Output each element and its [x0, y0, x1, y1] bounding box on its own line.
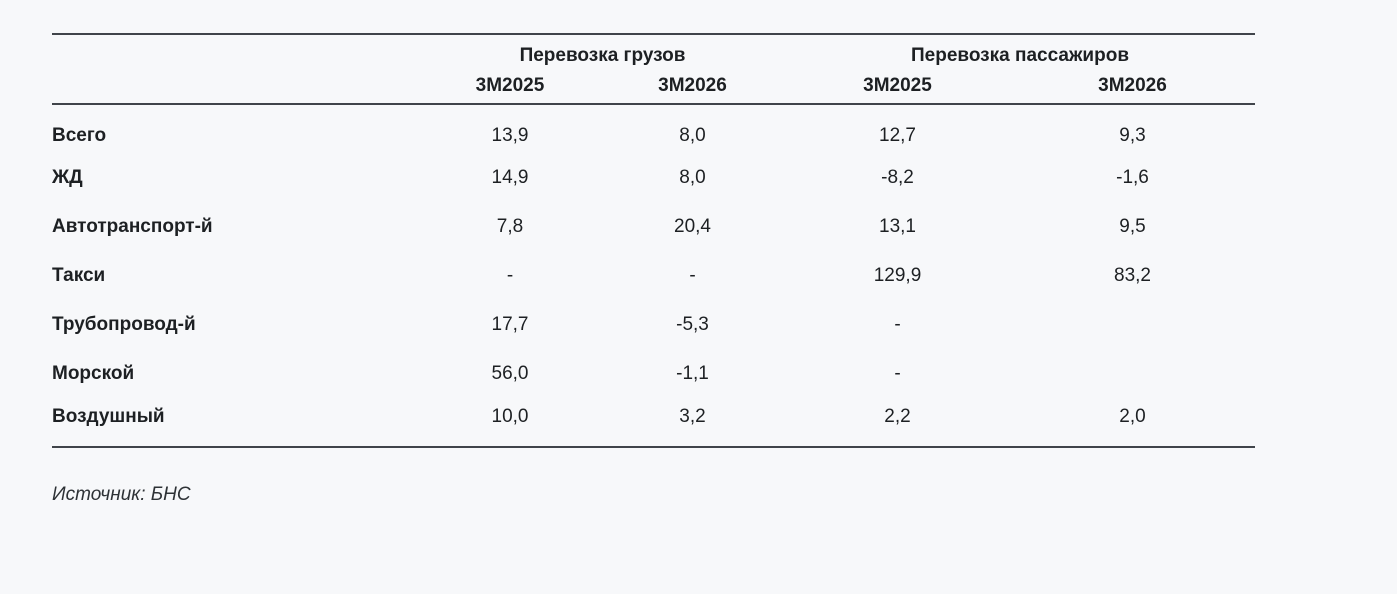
source-note: Источник: БНС: [52, 484, 191, 505]
cell-value: 13,9: [491, 125, 529, 146]
cell-value: 9,3: [1119, 125, 1146, 146]
cell-value: 2,0: [1119, 405, 1146, 427]
table-row: Всего 13,9 8,0 12,7 9,3: [52, 104, 1255, 153]
col-header-passengers-3m2026: 3М2026: [1098, 75, 1167, 96]
cell-value: 2,2: [884, 405, 911, 427]
cell-value: 8,0: [679, 125, 706, 146]
group-header-passengers: Перевозка пассажиров: [911, 45, 1129, 66]
table-header: Перевозка грузов Перевозка пассажиров 3М…: [52, 34, 1255, 104]
table-body: Всего 13,9 8,0 12,7 9,3 ЖД 14,9 8,0 -8,2…: [52, 104, 1255, 447]
cell-value: -: [689, 264, 696, 286]
table-row: Такси - - 129,9 83,2: [52, 251, 1255, 300]
sub-header-row: 3М2025 3М2026 3М2025 3М2026: [52, 69, 1255, 104]
cell-value: [1010, 300, 1255, 349]
row-label-pipeline: Трубопровод-й: [52, 313, 196, 335]
row-label-sea: Морской: [52, 362, 135, 384]
group-header-row: Перевозка грузов Перевозка пассажиров: [52, 34, 1255, 69]
report-table-section: Перевозка грузов Перевозка пассажиров 3М…: [52, 33, 1255, 506]
group-header-freight: Перевозка грузов: [519, 45, 686, 66]
row-label-taxi: Такси: [52, 264, 106, 286]
cell-value: -1,6: [1116, 166, 1149, 188]
table-row: Трубопровод-й 17,7 -5,3 -: [52, 300, 1255, 349]
col-header-freight-3m2026: 3М2026: [658, 75, 727, 96]
table-row: ЖД 14,9 8,0 -8,2 -1,6: [52, 153, 1255, 202]
col-header-freight-3m2025: 3М2025: [475, 75, 545, 96]
table-row: Автотранспорт-й 7,8 20,4 13,1 9,5: [52, 202, 1255, 251]
cell-value: 12,7: [879, 125, 916, 146]
cell-value: 83,2: [1114, 264, 1151, 286]
row-label-total: Всего: [52, 125, 107, 146]
corner-cell: [52, 69, 420, 104]
col-header-passengers-3m2025: 3М2025: [863, 75, 932, 96]
cell-value: 129,9: [873, 264, 922, 286]
transport-stats-table: Перевозка грузов Перевозка пассажиров 3М…: [52, 33, 1255, 448]
cell-value: 56,0: [491, 362, 529, 384]
cell-value: -8,2: [881, 166, 914, 188]
row-label-air: Воздушный: [52, 405, 165, 427]
row-label-rail: ЖД: [52, 166, 83, 188]
cell-value: -: [894, 313, 901, 335]
cell-value: 20,4: [674, 215, 711, 237]
cell-value: 3,2: [679, 405, 706, 427]
cell-value: -: [894, 362, 901, 384]
cell-value: 9,5: [1119, 215, 1146, 237]
cell-value: 13,1: [879, 215, 916, 237]
table-row: Морской 56,0 -1,1 -: [52, 349, 1255, 398]
cell-value: -: [506, 264, 514, 286]
table-row: Воздушный 10,0 3,2 2,2 2,0: [52, 398, 1255, 447]
cell-value: [1010, 349, 1255, 398]
cell-value: 17,7: [491, 313, 529, 335]
cell-value: -5,3: [676, 313, 709, 335]
corner-cell: [52, 34, 420, 69]
cell-value: 7,8: [496, 215, 524, 237]
cell-value: 8,0: [679, 166, 706, 188]
cell-value: -1,1: [676, 362, 709, 384]
cell-value: 10,0: [491, 405, 529, 427]
cell-value: 14,9: [491, 166, 529, 188]
row-label-auto: Автотранспорт-й: [52, 215, 213, 237]
